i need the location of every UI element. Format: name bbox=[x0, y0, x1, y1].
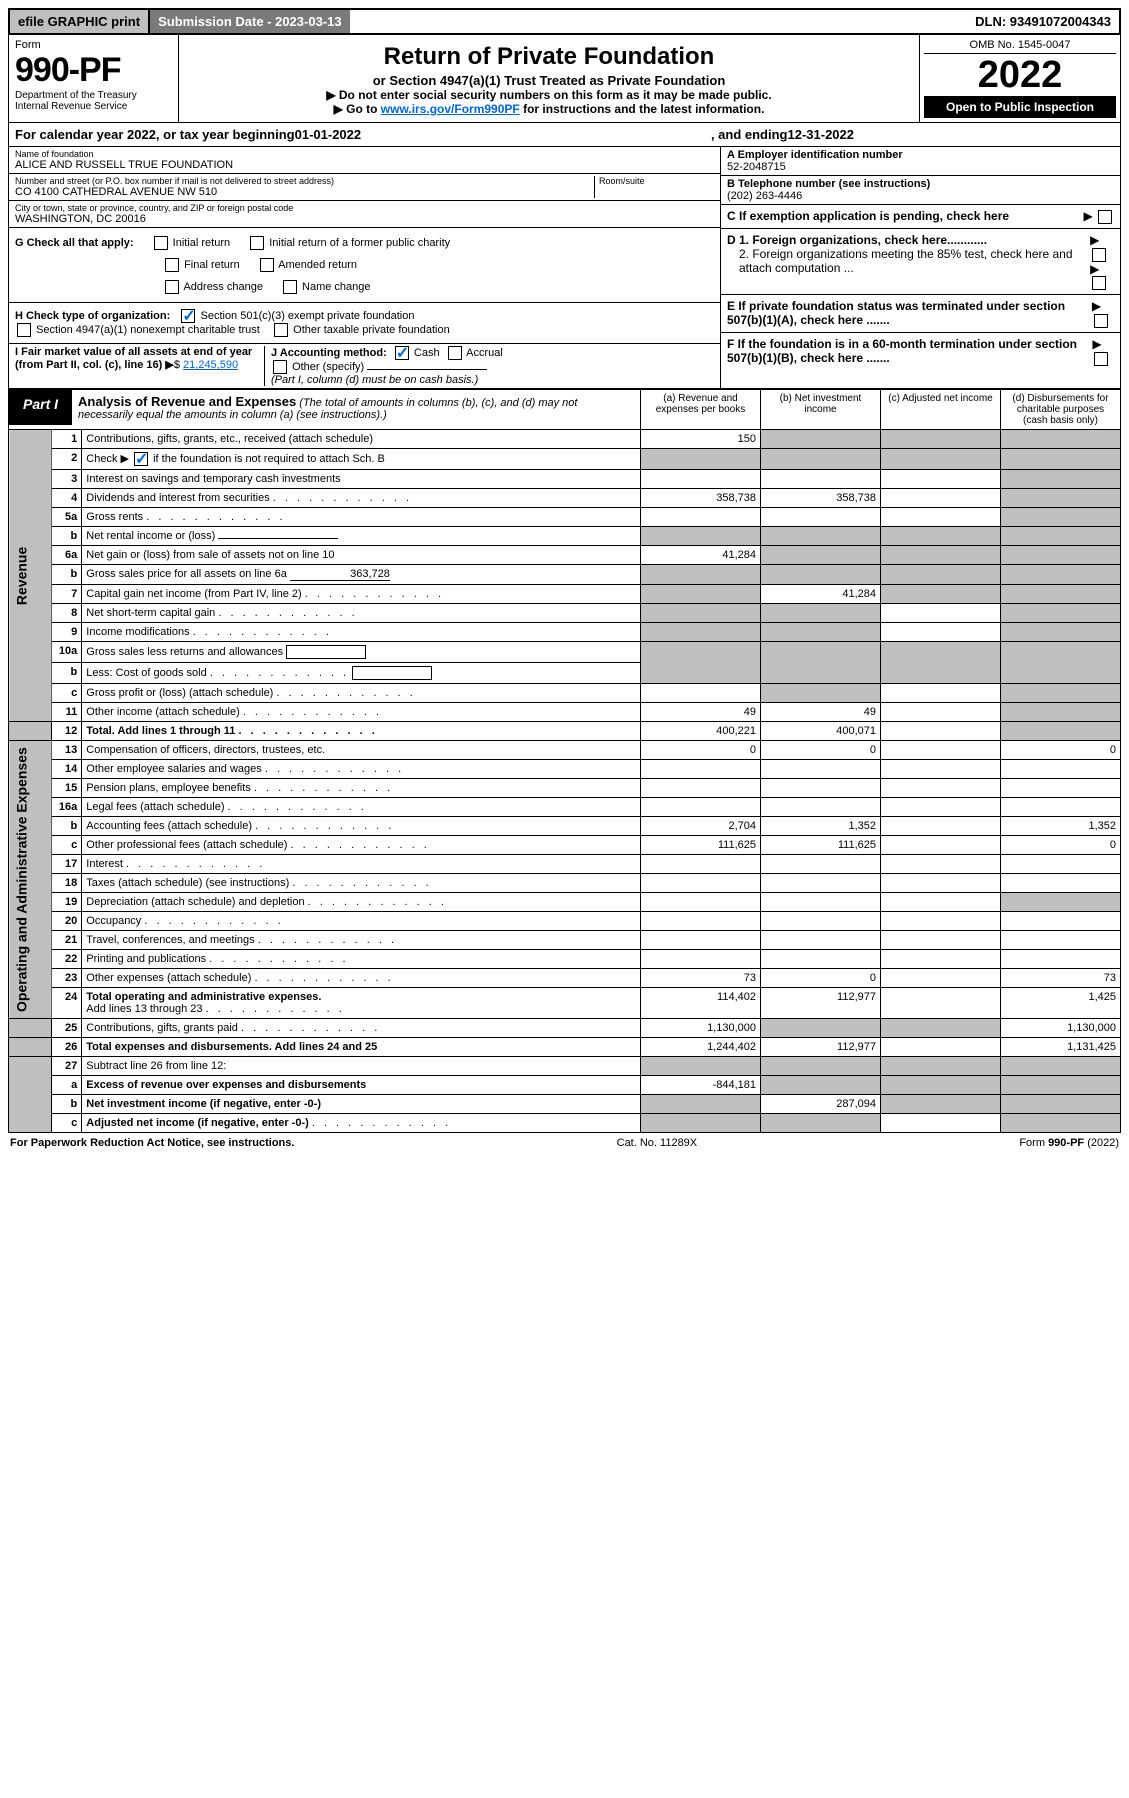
address: CO 4100 CATHEDRAL AVENUE NW 510 bbox=[15, 186, 594, 198]
col-a-header: (a) Revenue and expenses per books bbox=[641, 390, 761, 430]
form-footer: Form 990-PF (2022) bbox=[1019, 1137, 1119, 1149]
name-change-checkbox[interactable] bbox=[283, 280, 297, 294]
irs: Internal Revenue Service bbox=[15, 101, 172, 112]
form-number: 990-PF bbox=[15, 51, 172, 90]
form-title: Return of Private Foundation bbox=[185, 43, 913, 71]
e-checkbox[interactable] bbox=[1094, 314, 1108, 328]
cat-no: Cat. No. 11289X bbox=[617, 1137, 698, 1149]
identification-block: Name of foundation ALICE AND RUSSELL TRU… bbox=[8, 147, 1121, 389]
tax-year: 2022 bbox=[924, 56, 1116, 94]
note1: ▶ Do not enter social security numbers o… bbox=[185, 88, 913, 102]
dept: Department of the Treasury bbox=[15, 90, 172, 101]
form-header: Form 990-PF Department of the Treasury I… bbox=[8, 35, 1121, 123]
instructions-link[interactable]: www.irs.gov/Form990PF bbox=[381, 102, 520, 116]
j-label: J Accounting method: bbox=[271, 347, 387, 359]
d1-checkbox[interactable] bbox=[1092, 248, 1106, 262]
note2: ▶ Go to www.irs.gov/Form990PF for instru… bbox=[185, 102, 913, 116]
calendar-year-row: For calendar year 2022, or tax year begi… bbox=[8, 123, 1121, 147]
name-label: Name of foundation bbox=[15, 149, 714, 159]
schb-checkbox[interactable] bbox=[134, 452, 148, 466]
d1-label: D 1. Foreign organizations, check here..… bbox=[727, 233, 1090, 247]
other-taxable-checkbox[interactable] bbox=[274, 323, 288, 337]
f-checkbox[interactable] bbox=[1094, 352, 1108, 366]
col-b-header: (b) Net investment income bbox=[761, 390, 881, 430]
efile-print-button[interactable]: efile GRAPHIC print bbox=[10, 10, 150, 33]
addr-label: Number and street (or P.O. box number if… bbox=[15, 176, 594, 186]
final-return-checkbox[interactable] bbox=[165, 258, 179, 272]
part1-table: Part I Analysis of Revenue and Expenses … bbox=[8, 389, 1121, 1133]
expenses-section-label: Operating and Administrative Expenses bbox=[9, 741, 52, 1019]
dln: DLN: 93491072004343 bbox=[967, 10, 1119, 33]
cash-checkbox[interactable] bbox=[395, 346, 409, 360]
501c3-checkbox[interactable] bbox=[181, 309, 195, 323]
open-public: Open to Public Inspection bbox=[924, 96, 1116, 118]
revenue-section-label: Revenue bbox=[9, 430, 52, 722]
city: WASHINGTON, DC 20016 bbox=[15, 213, 714, 225]
foundation-name: ALICE AND RUSSELL TRUE FOUNDATION bbox=[15, 159, 714, 171]
col-d-header: (d) Disbursements for charitable purpose… bbox=[1001, 390, 1121, 430]
part1-tab: Part I bbox=[9, 390, 72, 425]
initial-return-checkbox[interactable] bbox=[154, 236, 168, 250]
paperwork-notice: For Paperwork Reduction Act Notice, see … bbox=[10, 1137, 294, 1149]
d2-label: 2. Foreign organizations meeting the 85%… bbox=[727, 247, 1090, 275]
accrual-checkbox[interactable] bbox=[448, 346, 462, 360]
omb: OMB No. 1545-0047 bbox=[924, 39, 1116, 54]
address-change-checkbox[interactable] bbox=[165, 280, 179, 294]
f-label: F If the foundation is in a 60-month ter… bbox=[727, 337, 1092, 365]
col-c-header: (c) Adjusted net income bbox=[881, 390, 1001, 430]
footer: For Paperwork Reduction Act Notice, see … bbox=[8, 1133, 1121, 1153]
room-label: Room/suite bbox=[599, 176, 714, 186]
c-label: C If exemption application is pending, c… bbox=[727, 209, 1009, 223]
initial-former-checkbox[interactable] bbox=[250, 236, 264, 250]
form-word: Form bbox=[15, 39, 172, 51]
e-label: E If private foundation status was termi… bbox=[727, 299, 1092, 327]
c-checkbox[interactable] bbox=[1098, 210, 1112, 224]
submission-date: Submission Date - 2023-03-13 bbox=[150, 10, 350, 33]
d2-checkbox[interactable] bbox=[1092, 276, 1106, 290]
phone: (202) 263-4446 bbox=[727, 190, 1114, 202]
ein: 52-2048715 bbox=[727, 161, 1114, 173]
topbar: efile GRAPHIC print Submission Date - 20… bbox=[8, 8, 1121, 35]
h-label: H Check type of organization: bbox=[15, 310, 170, 322]
amended-return-checkbox[interactable] bbox=[260, 258, 274, 272]
fmv-value[interactable]: 21,245,590 bbox=[183, 359, 238, 371]
other-method-checkbox[interactable] bbox=[273, 360, 287, 374]
a-ein-label: A Employer identification number bbox=[727, 149, 1114, 161]
b-phone-label: B Telephone number (see instructions) bbox=[727, 178, 1114, 190]
4947-checkbox[interactable] bbox=[17, 323, 31, 337]
city-label: City or town, state or province, country… bbox=[15, 203, 714, 213]
g-label: G Check all that apply: bbox=[15, 237, 134, 249]
form-subtitle: or Section 4947(a)(1) Trust Treated as P… bbox=[185, 73, 913, 88]
